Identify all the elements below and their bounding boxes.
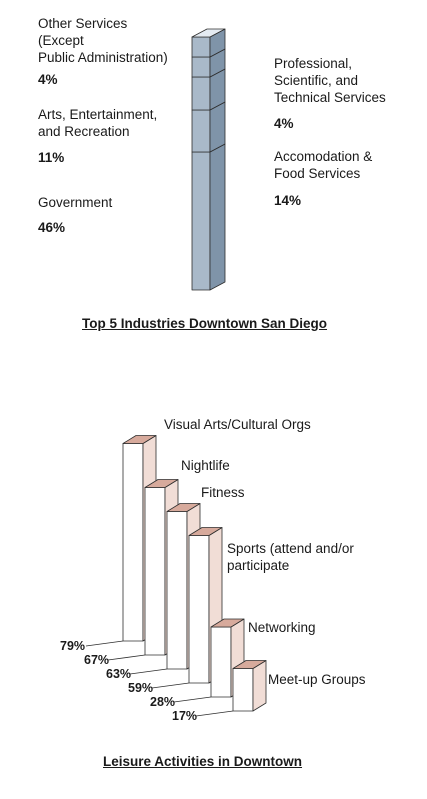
segment-top-other [191, 28, 226, 38]
leader-line-networking [173, 696, 212, 703]
label-accomodation-food: Accomodation & Food Services [274, 149, 373, 181]
bar-front-meetup-groups [232, 668, 254, 712]
bar-top-sports [188, 527, 223, 536]
label-meetup-groups: Meet-up Groups [268, 672, 366, 687]
leader-line-nightlife [107, 654, 146, 661]
leisure-chart-title: Leisure Activities in Downtown [103, 754, 303, 769]
value-label-fitness: 63% [106, 667, 132, 681]
label-other-services: Other Services (Except Public Administra… [38, 16, 168, 65]
value-label-sports: 59% [128, 681, 154, 695]
pct-arts-entertainment: 11% [38, 150, 65, 165]
bar-front-visual-arts [122, 443, 144, 642]
bar-top-visual-arts [122, 435, 157, 444]
pct-accomodation-food: 14% [274, 193, 302, 208]
pct-professional-services: 4% [274, 116, 294, 131]
leader-line-sports [151, 682, 190, 689]
bar-front-networking [210, 626, 232, 698]
bar-front-sports [188, 535, 210, 684]
bar-front-fitness [166, 511, 188, 670]
value-label-visual-arts: 79% [60, 639, 86, 653]
value-label-nightlife: 67% [84, 653, 110, 667]
label-sports: Sports (attend and/or participate [227, 541, 354, 573]
leader-line-fitness [129, 668, 168, 675]
leader-line-visual-arts [85, 640, 124, 647]
pct-other-services: 4% [38, 72, 58, 87]
bar-front-nightlife [144, 487, 166, 656]
label-professional-services: Professional, Scientific, and Technical … [274, 56, 386, 105]
leader-line-meetup-groups [195, 710, 234, 717]
pct-government: 46% [38, 220, 66, 235]
label-arts-entertainment: Arts, Entertainment, and Recreation [38, 107, 158, 139]
bar-side-meetup-groups [252, 660, 267, 712]
label-visual-arts: Visual Arts/Cultural Orgs [164, 417, 311, 432]
label-government: Government [38, 195, 113, 210]
bar-top-nightlife [144, 479, 179, 488]
label-networking: Networking [248, 620, 316, 635]
bar-top-fitness [166, 503, 201, 512]
bar-top-meetup-groups [232, 660, 267, 669]
value-label-meetup-groups: 17% [172, 709, 198, 723]
industries-chart-title: Top 5 Industries Downtown San Diego [82, 316, 328, 331]
label-fitness: Fitness [201, 485, 245, 500]
bar-top-networking [210, 618, 245, 628]
value-label-networking: 28% [150, 695, 176, 709]
label-nightlife: Nightlife [181, 458, 230, 473]
